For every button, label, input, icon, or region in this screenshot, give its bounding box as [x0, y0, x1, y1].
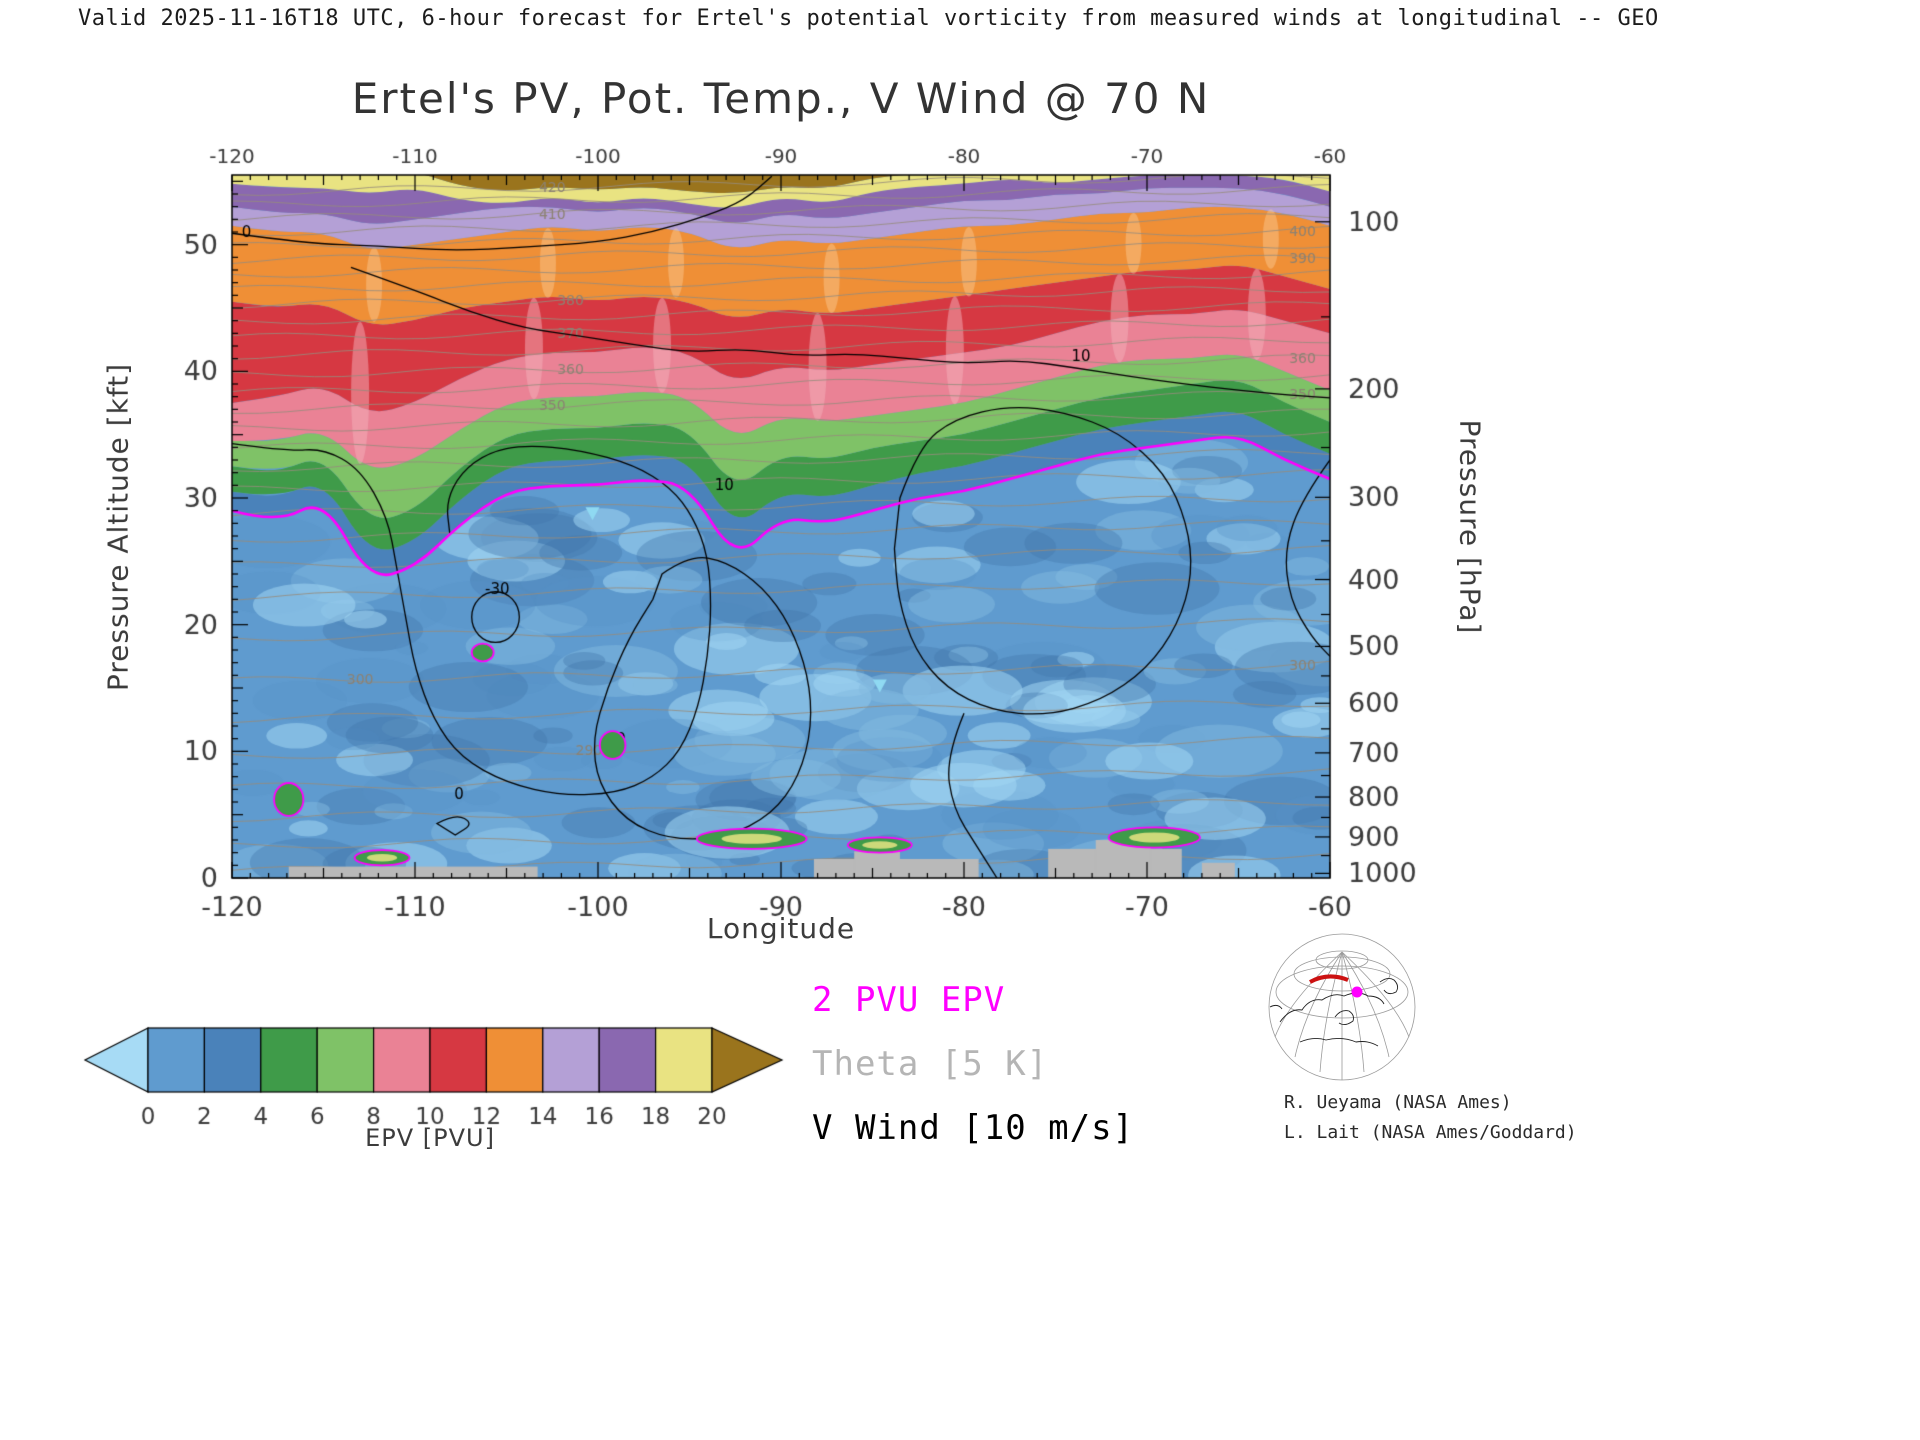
legend-theta: Theta [5 K]	[812, 1044, 1049, 1084]
credit-line-2: L. Lait (NASA Ames/Goddard)	[1284, 1121, 1577, 1143]
validity-header: Valid 2025-11-16T18 UTC, 6-hour forecast…	[78, 6, 1659, 31]
x-axis-title: Longitude	[706, 912, 856, 945]
map-coastlines	[1269, 977, 1399, 1047]
legend: 2 PVU EPV Theta [5 K] V Wind [10 m/s]	[812, 980, 1134, 1148]
credit-line-1: R. Ueyama (NASA Ames)	[1284, 1092, 1512, 1113]
legend-2pvu-epv: 2 PVU EPV	[812, 980, 1006, 1020]
credits: R. Ueyama (NASA Ames) L. Lait (NASA Ames…	[1284, 1088, 1577, 1147]
y-axis-title-right: Pressure [hPa]	[1453, 419, 1487, 635]
location-inset-map	[1268, 933, 1416, 1081]
plot-title: Ertel's PV, Pot. Temp., V Wind @ 70 N	[351, 74, 1211, 123]
y-axis-title-left: Pressure Altitude [kft]	[101, 362, 135, 692]
map-graticule	[1268, 933, 1416, 1081]
cross-section-location-marker	[1351, 986, 1363, 998]
colorbar-title: EPV [PVU]	[365, 1124, 495, 1152]
legend-v-wind: V Wind [10 m/s]	[812, 1108, 1135, 1148]
latitude-70n-highlight	[1309, 974, 1349, 984]
